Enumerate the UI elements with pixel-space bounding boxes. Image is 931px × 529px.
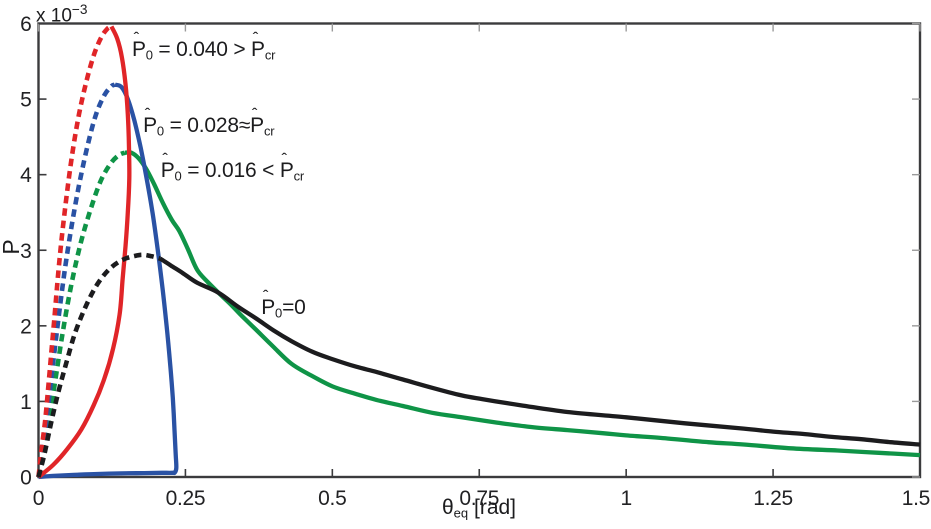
y-tick-label: 1 (20, 391, 31, 414)
y-axis-label: Pˆ (0, 227, 31, 267)
hat-accent: ˆ (133, 29, 140, 49)
y-tick-label: 2 (20, 315, 31, 338)
hat-accent: ˆ (281, 150, 287, 170)
hat-accent: ˆ (251, 105, 258, 125)
y-tick-label: 3 (20, 240, 31, 263)
x-tick-label: 0.25 (166, 487, 206, 510)
y-tick-label: 6 (20, 13, 31, 36)
curve-P0-=-0.016-Pcr--dashed (36, 150, 126, 478)
curve-annotation-3: P ˆ 0=0 (261, 286, 306, 321)
x-tick-label: 1.25 (753, 487, 793, 510)
x-tick-label: 1.5 (902, 487, 930, 510)
hat-accent: ˆ (144, 105, 151, 125)
curve-P0-=-0.040-Pcr--dashed (36, 24, 113, 478)
x-axis-label: θeq [rad] (441, 496, 517, 521)
y-tick-label: 4 (20, 164, 32, 187)
curve-P0-=-0.028-Pcr--solid (38, 82, 179, 480)
x-tick-label: 1 (620, 487, 631, 510)
curve-P0-=-0.028-Pcr--dashed (36, 82, 116, 478)
hat-accent: ˆ (162, 150, 168, 170)
y-tick-label: 5 (20, 89, 31, 112)
curve-P0-=-0.040-Pcr--solid (37, 25, 132, 479)
hat-accent: ˆ (0, 247, 9, 253)
curve-P0-=-0.016-Pcr--solid (124, 150, 921, 458)
y-axis-scale-label: x 10−3 (36, 2, 88, 27)
hat-accent: ˆ (262, 286, 269, 306)
x-tick-label: 0.5 (318, 487, 346, 510)
curve-P0-=-0-dashed (36, 252, 161, 478)
plot-frame (37, 22, 922, 479)
x-tick-label: 0 (33, 487, 44, 510)
y-tick-label: 0 (20, 467, 31, 490)
hat-accent: ˆ (252, 29, 259, 49)
x-tick-label: 0.75 (459, 487, 499, 510)
curve-P0-=-0-solid (158, 256, 921, 447)
